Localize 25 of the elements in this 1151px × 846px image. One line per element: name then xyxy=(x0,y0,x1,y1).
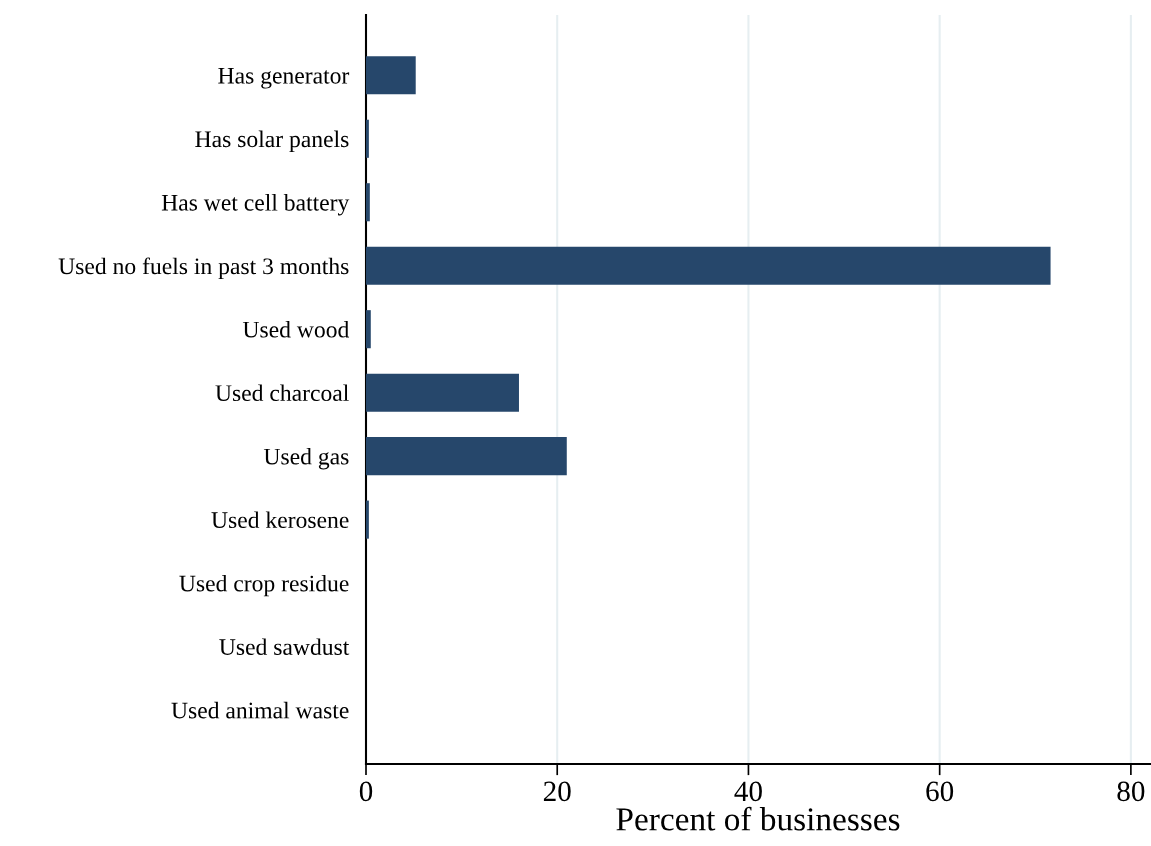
x-tick-label: 60 xyxy=(926,781,954,802)
y-tick-label: Used animal waste xyxy=(171,701,349,719)
y-tick-label: Used crop residue xyxy=(179,574,349,597)
x-tick-label: 20 xyxy=(543,781,571,802)
x-tick-label: 40 xyxy=(734,781,762,802)
x-axis-title: Percent of businesses xyxy=(616,806,900,831)
y-tick-label: Used kerosene xyxy=(211,511,349,529)
bar xyxy=(366,56,416,95)
y-tick-label: Used gas xyxy=(263,447,349,470)
bar xyxy=(366,500,369,539)
y-tick-label: Has solar panels xyxy=(195,130,349,152)
y-tick-label: Used charcoal xyxy=(215,384,349,402)
bar xyxy=(366,246,1051,285)
y-tick-label: Used wood xyxy=(242,321,350,338)
bar xyxy=(366,437,567,476)
y-tick-label: Has wet cell battery xyxy=(161,194,350,216)
bar xyxy=(366,373,519,412)
bar xyxy=(366,183,370,222)
x-tick-label: 80 xyxy=(1117,781,1145,802)
bar xyxy=(366,119,369,158)
y-tick-label: Has generator xyxy=(218,68,350,89)
x-tick-label: 0 xyxy=(359,781,373,802)
y-tick-label: Used sawdust xyxy=(219,638,350,655)
bar xyxy=(366,310,371,349)
y-tick-label: Used no fuels in past 3 months xyxy=(58,257,349,280)
